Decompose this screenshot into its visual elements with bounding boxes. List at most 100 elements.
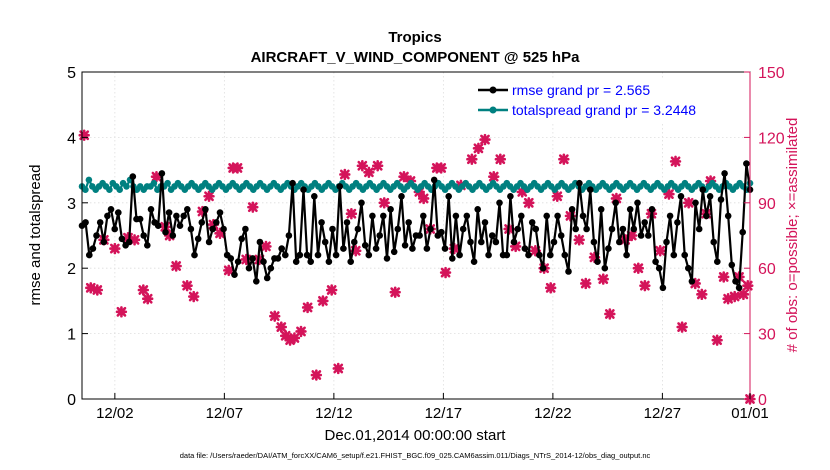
obs-count-marker <box>597 273 609 285</box>
rmse-marker <box>387 206 394 213</box>
obs-count-marker <box>231 162 244 174</box>
rmse-marker <box>180 212 187 220</box>
obs-count-marker <box>339 168 351 181</box>
obs-count-marker <box>448 242 461 255</box>
rmse-marker <box>187 225 195 233</box>
rmse-marker <box>82 219 89 226</box>
spread-marker <box>164 179 171 187</box>
x-tick-label: 12/27 <box>644 405 682 422</box>
rmse-marker <box>630 225 638 233</box>
rmse-marker <box>583 225 590 233</box>
obs-count-marker <box>275 321 288 333</box>
rmse-marker <box>597 206 605 213</box>
y-axis-right-label: # of obs: o=possible; ×=assimilated <box>784 118 801 353</box>
rmse-marker <box>474 206 482 213</box>
rmse-marker <box>481 219 489 226</box>
legend-spread-marker <box>489 106 497 114</box>
rmse-marker <box>724 212 732 220</box>
data-file-footer: data file: /Users/raeder/DAI/ATM_forcXX/… <box>180 451 651 460</box>
rmse-marker <box>703 212 710 220</box>
obs-count-marker <box>689 277 701 290</box>
rmse-marker <box>528 219 536 226</box>
rmse-marker <box>321 238 329 246</box>
y-right-tick-label: 120 <box>758 130 785 147</box>
y-right-tick-label: 30 <box>758 327 776 344</box>
rmse-marker <box>681 251 688 259</box>
obs-count-marker <box>269 310 281 322</box>
obs-count-marker <box>573 234 585 246</box>
legend-box <box>475 78 745 122</box>
y-left-tick-label: 0 <box>67 392 76 409</box>
rmse-marker <box>369 212 376 220</box>
obs-count-marker <box>472 142 485 154</box>
rmse-marker <box>728 261 736 269</box>
obs-count-marker <box>737 288 750 301</box>
obs-count-marker <box>488 170 500 183</box>
obs-count-marker <box>196 205 209 218</box>
rmse-marker <box>714 258 721 266</box>
x-tick-label: 12/22 <box>534 405 572 422</box>
rmse-marker <box>398 193 405 200</box>
rmse-marker <box>539 264 547 272</box>
obs-count-marker <box>170 260 182 272</box>
rmse-marker <box>285 232 293 239</box>
rmse-marker <box>107 206 115 213</box>
rmse-marker <box>510 238 518 246</box>
obs-count-marker <box>356 160 369 172</box>
rmse-marker <box>176 222 184 229</box>
rmse-marker <box>521 245 529 252</box>
rmse-marker <box>423 245 431 252</box>
rmse-marker <box>96 219 104 226</box>
obs-count-marker <box>247 201 259 213</box>
rmse-marker <box>205 238 213 246</box>
spread-marker <box>106 186 113 193</box>
obs-count-marker <box>128 234 141 246</box>
obs-count-marker <box>332 362 344 375</box>
rmse-marker <box>307 258 315 266</box>
obs-count-marker <box>523 197 535 209</box>
rmse-marker <box>663 238 670 246</box>
spread-marker <box>116 186 123 193</box>
rmse-marker <box>390 248 398 256</box>
obs-count-marker <box>654 245 666 257</box>
rmse-marker <box>191 251 198 259</box>
rmse-marker <box>503 251 511 259</box>
rmse-marker <box>158 170 166 177</box>
rmse-marker <box>129 173 137 180</box>
rmse-marker <box>485 251 492 259</box>
rmse-marker <box>659 284 667 292</box>
obs-count-marker <box>109 242 121 255</box>
rmse-marker <box>144 242 151 249</box>
rmse-marker <box>213 219 220 226</box>
rmse-marker <box>467 238 474 246</box>
obs-count-marker <box>187 290 200 303</box>
chart-subtitle: AIRCRAFT_V_WIND_COMPONENT @ 525 hPa <box>251 49 581 66</box>
obs-count-marker <box>632 262 645 274</box>
rmse-marker <box>115 209 122 216</box>
rmse-marker <box>194 235 202 243</box>
rmse-marker <box>735 284 743 292</box>
spread-marker <box>123 183 130 190</box>
rmse-marker <box>576 179 583 187</box>
rmse-marker <box>739 228 746 236</box>
spread-marker <box>85 176 93 184</box>
rmse-marker <box>463 212 471 220</box>
rmse-marker <box>565 268 572 275</box>
rmse-marker <box>608 225 616 233</box>
rmse-marker <box>488 232 496 239</box>
rmse-marker <box>89 245 97 252</box>
rmse-marker <box>347 258 355 266</box>
rmse-marker <box>579 212 587 220</box>
rmse-marker <box>514 225 521 233</box>
obs-count-marker <box>389 286 401 298</box>
rmse-marker <box>634 199 641 207</box>
rmse-marker <box>154 222 162 229</box>
rmse-marker <box>645 232 652 239</box>
rmse-marker <box>441 245 449 252</box>
rmse-marker <box>452 212 460 220</box>
y-left-tick-label: 3 <box>67 196 76 213</box>
rmse-marker <box>568 206 576 213</box>
obs-count-marker <box>223 264 235 277</box>
y-right-tick-label: 60 <box>758 261 776 278</box>
